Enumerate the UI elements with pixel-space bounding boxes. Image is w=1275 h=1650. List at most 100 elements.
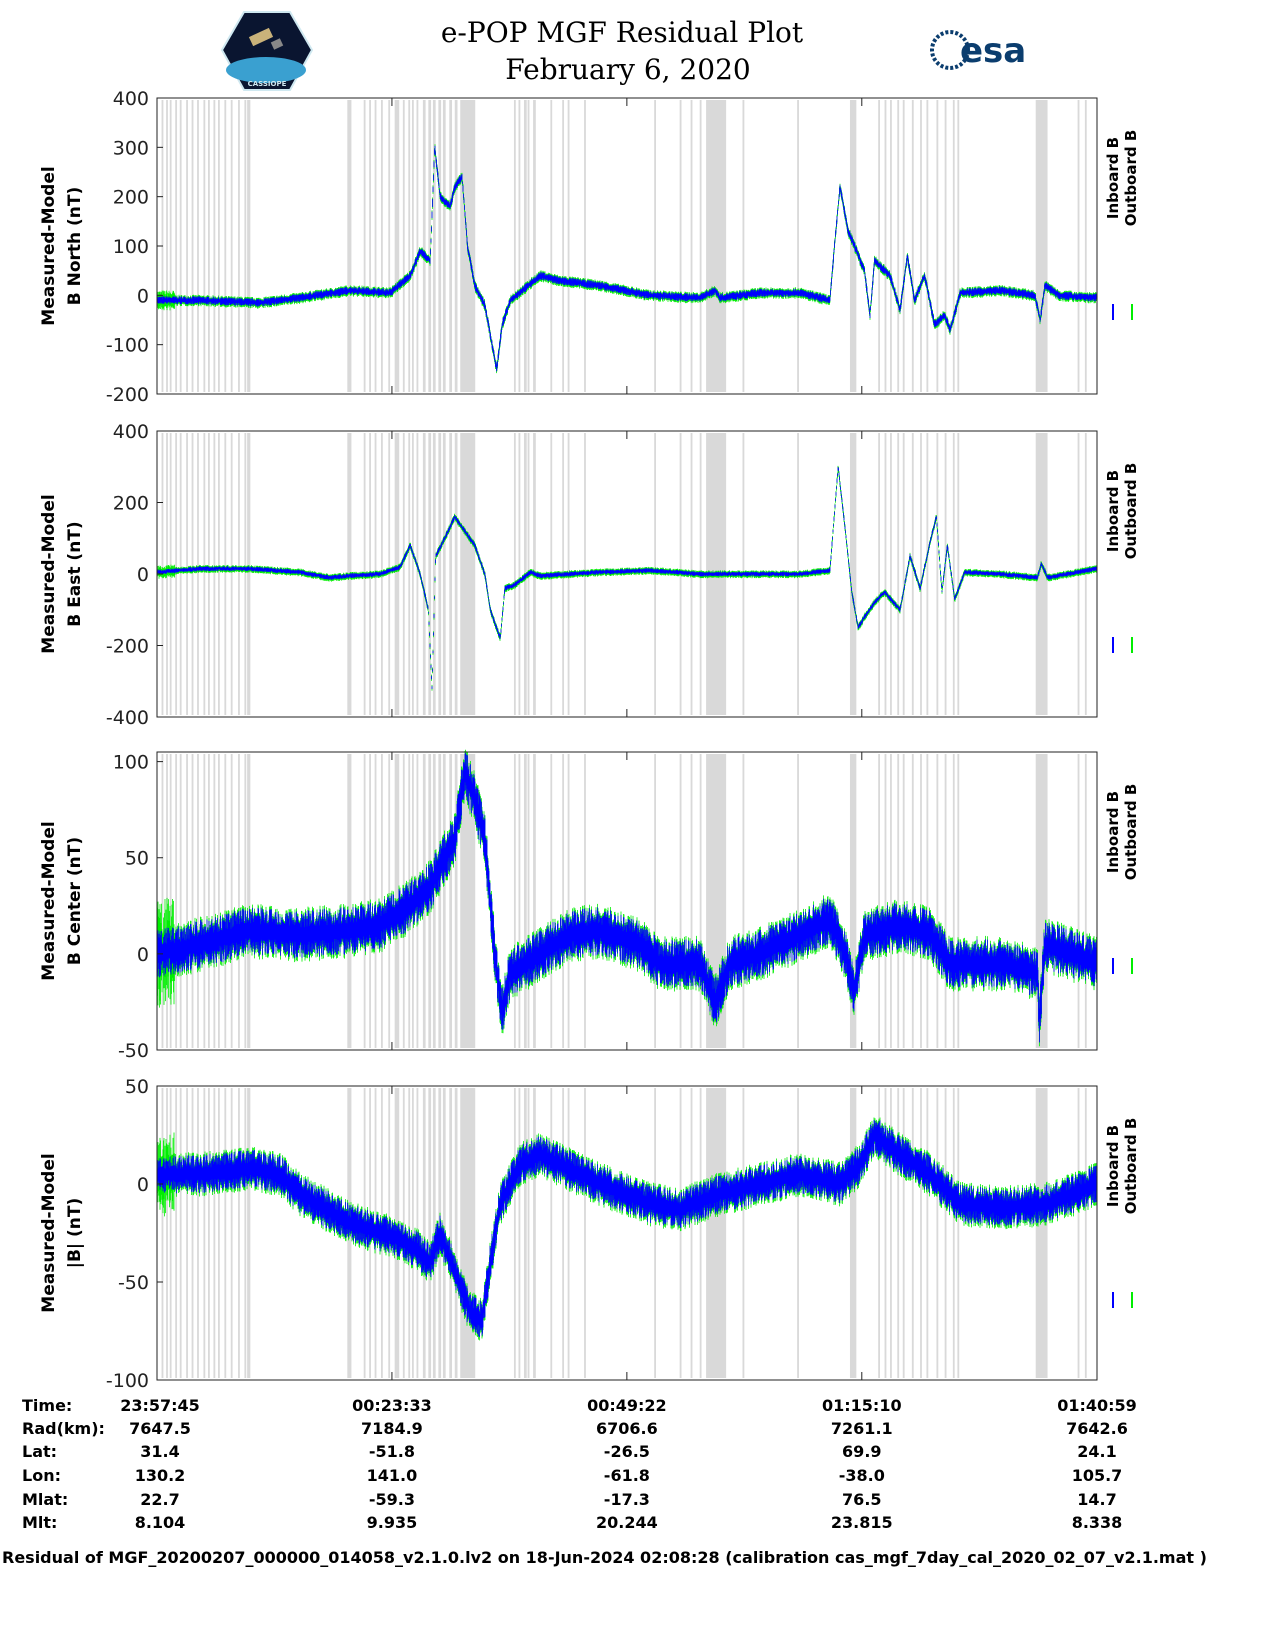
data-gap-band: [416, 433, 419, 715]
data-gap-band: [1084, 433, 1087, 715]
legend-inboard-label: Inboard B: [1104, 1125, 1122, 1207]
y-tick-label: 200: [113, 187, 149, 209]
table-row-label: Mlt:: [22, 1513, 57, 1532]
data-gap-band: [742, 1088, 745, 1378]
data-gap-band: [878, 100, 881, 392]
y-axis-label-line1: Measured-Model: [39, 1153, 59, 1312]
data-gap-band: [454, 754, 458, 1048]
y-tick-label: -100: [106, 335, 149, 357]
table-cell: 7642.6: [1066, 1419, 1128, 1438]
data-gap-band: [381, 100, 383, 392]
data-gap-band: [244, 754, 247, 1048]
footer-caption: Residual of MGF_20200207_000000_014058_v…: [2, 1548, 1207, 1567]
data-gap-band: [679, 100, 682, 392]
plot-date: February 6, 2020: [505, 53, 750, 86]
data-gap-band: [230, 1088, 233, 1378]
data-gap-band: [533, 100, 536, 392]
data-gap-band: [533, 754, 536, 1048]
data-gap-band: [411, 1088, 414, 1378]
y-tick-label: -200: [106, 384, 149, 406]
data-gap-band: [166, 100, 168, 392]
data-gap-band: [1077, 754, 1080, 1048]
data-gap-band: [169, 1088, 172, 1378]
y-tick-label: -100: [106, 1370, 149, 1392]
data-gap-band: [513, 100, 516, 392]
data-gap-band: [186, 100, 188, 392]
y-tick-label: 0: [137, 285, 149, 307]
data-gap-band: [911, 1088, 914, 1378]
y-tick-label: 100: [113, 752, 149, 774]
data-gap-band: [422, 433, 426, 715]
data-gap-band: [878, 754, 881, 1048]
data-gap-band: [957, 1088, 960, 1378]
data-gap-band: [428, 1088, 432, 1378]
y-tick-label: 50: [125, 848, 149, 870]
table-cell: -38.0: [839, 1466, 885, 1485]
data-gap-band: [363, 754, 366, 1048]
data-gap-band: [926, 1088, 929, 1378]
data-gap-band: [213, 1088, 216, 1378]
data-gap-band: [169, 754, 172, 1048]
legend-outboard-label: Outboard B: [1122, 784, 1140, 881]
data-gap-band: [408, 433, 411, 715]
data-gap-band: [699, 754, 702, 1048]
panel-1: -200 -100 0 100 200 300 400 Measured-Model B Nor…: [39, 88, 1140, 406]
data-gap-band: [884, 754, 887, 1048]
data-gap-band: [890, 100, 892, 392]
data-gap-band: [191, 754, 194, 1048]
data-gap-band: [654, 433, 657, 715]
table-row-label: Mlat:: [22, 1490, 68, 1509]
y-axis-label-line2: B East (nT): [65, 521, 85, 626]
data-gap-band: [175, 100, 178, 392]
data-gap-band: [944, 100, 947, 392]
y-tick-label: 0: [137, 944, 149, 966]
data-gap-band: [347, 754, 352, 1048]
y-axis-label-line2: B Center (nT): [65, 837, 85, 965]
data-gap-band: [944, 754, 947, 1048]
data-gap-band: [654, 100, 657, 392]
table-cell: 24.1: [1077, 1442, 1116, 1461]
data-gap-band: [897, 433, 900, 715]
table-cell: 14.7: [1077, 1490, 1116, 1509]
data-gap-band: [518, 433, 521, 715]
data-gap-band: [902, 100, 905, 392]
table-cell: 01:15:10: [822, 1396, 902, 1415]
outboard-series: [156, 465, 1098, 691]
panel-2: -400 -200 0 200 400 Measured-Model B East (nT)…: [39, 421, 1140, 729]
table-cell: -51.8: [369, 1442, 415, 1461]
outboard-series: [156, 144, 1098, 374]
data-gap-band: [363, 100, 366, 392]
data-gap-band: [244, 1088, 247, 1378]
table-cell: 8.104: [135, 1513, 186, 1532]
data-gap-band: [179, 100, 182, 392]
table-cell: 105.7: [1072, 1466, 1123, 1485]
data-gap-band: [890, 1088, 892, 1378]
data-gap-band: [438, 100, 442, 392]
data-gap-band: [460, 1088, 476, 1378]
data-gap-band: [179, 433, 182, 715]
inboard-series: [156, 145, 1098, 372]
legend: Inboard B Outboard B: [1104, 130, 1140, 320]
data-gap-band: [449, 1088, 453, 1378]
satellite-icon: [248, 27, 274, 47]
data-gap-band: [878, 433, 881, 715]
data-gap-band: [394, 754, 400, 1048]
data-gap-band: [533, 1088, 536, 1378]
cassiope-mission-logo: CASSIOPE: [220, 11, 314, 91]
data-gap-band: [442, 754, 446, 1048]
data-gap-band: [238, 433, 240, 715]
table-cell: -61.8: [604, 1466, 650, 1485]
data-gap-band: [218, 754, 220, 1048]
data-gap-band: [1077, 1088, 1080, 1378]
data-gap-band: [884, 433, 887, 715]
data-gap-band: [454, 1088, 458, 1378]
y-tick-label: 400: [113, 421, 149, 443]
data-gap-band: [449, 754, 453, 1048]
data-gap-band: [238, 754, 240, 1048]
data-gap-band: [175, 754, 178, 1048]
data-gap-band: [218, 100, 220, 392]
data-gap-band: [432, 100, 436, 392]
inboard-series: [156, 1120, 1098, 1338]
data-gap-band: [920, 100, 922, 392]
